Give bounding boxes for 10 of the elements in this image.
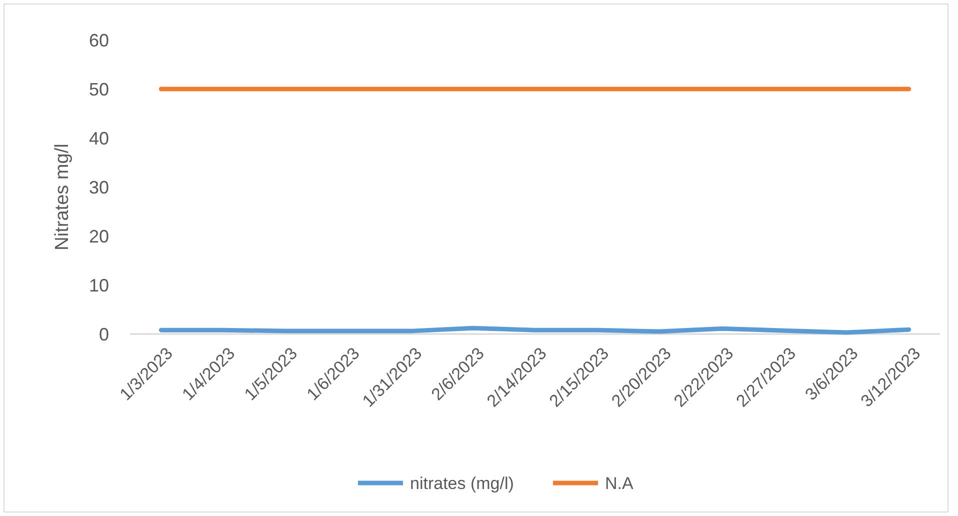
y-tick-label: 50: [88, 79, 109, 100]
legend-label: nitrates (mg/l): [410, 474, 514, 493]
y-tick-label: 40: [88, 128, 109, 148]
y-axis-title: Nitrates mg/l: [52, 144, 73, 250]
y-tick-label: 10: [88, 275, 109, 296]
y-tick-label: 0: [98, 324, 109, 344]
legend-label: N.A: [605, 474, 634, 493]
y-tick-label: 20: [88, 226, 109, 246]
y-tick-label: 60: [88, 30, 109, 50]
y-tick-label: 30: [88, 177, 109, 198]
